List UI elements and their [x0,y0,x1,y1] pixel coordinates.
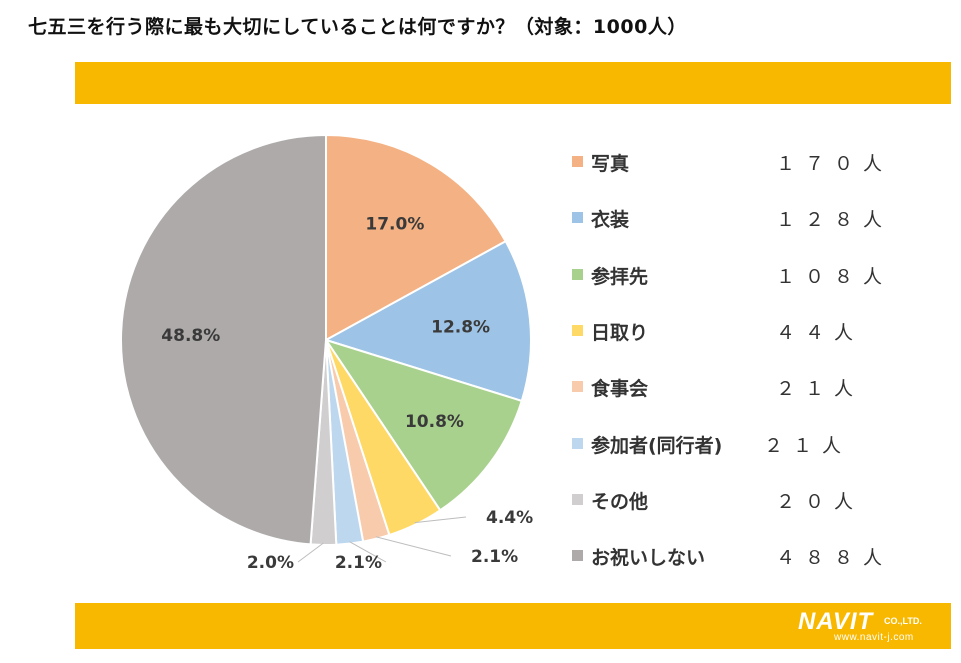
legend-label: 写真 [591,153,630,175]
legend-label: 食事会 [591,378,649,400]
legend-label: 参拝先 [591,266,649,288]
slice-percent-label: 48.8% [161,326,220,346]
slice-percent-label: 4.4% [486,508,533,528]
leader-line [414,516,467,524]
legend-item-shrine: 参拝先 １０８人 [572,260,912,290]
legend-item-attendees: 参加者(同行者) ２１人 [572,429,912,459]
legend-label: お祝いしない [591,547,706,569]
legend-count: ４８８人 [776,547,893,569]
pie-slice [323,338,523,512]
legend-count: ２１人 [764,435,852,457]
bottom-accent-band [75,603,951,649]
slice-percent-label: 10.8% [405,412,464,432]
legend-count: １７０人 [776,153,893,175]
leader-line [375,536,452,557]
slice-percent-label: 17.0% [365,215,424,235]
legend-swatch [572,212,583,223]
slice-percent-label: 12.8% [431,317,490,337]
legend-label: 参加者(同行者) [591,435,723,457]
legend-swatch [572,494,583,505]
pie-slice [323,239,532,403]
slice-percent-label: 2.1% [335,553,382,573]
brand-logo: NAVIT CO.,LTD. www.navit-j.com [798,606,948,646]
chart-title: 七五三を行う際に最も大切にしていることは何ですか？（対象：1000人） [28,16,687,38]
brand-url: www.navit-j.com [834,632,914,643]
legend-count: ２０人 [776,491,864,513]
slice-percent-label: 2.0% [247,553,294,573]
brand-suffix: CO.,LTD. [884,616,922,626]
legend-swatch [572,156,583,167]
pie-slice [325,133,508,342]
legend-swatch [572,325,583,336]
slice-percent-label: 2.1% [471,547,518,567]
legend-item-no-celebration: お祝いしない ４８８人 [572,541,912,571]
pie-slice [120,133,327,546]
legend-swatch [572,550,583,561]
legend-swatch [572,381,583,392]
legend-item-date: 日取り ４４人 [572,316,912,346]
legend-item-photo: 写真 １７０人 [572,147,912,177]
legend-count: １０８人 [776,266,893,288]
legend-item-costume: 衣装 １２８人 [572,203,912,233]
legend-count: １２８人 [776,209,893,231]
leader-line [297,542,324,563]
legend-count: ２１人 [776,378,864,400]
legend-item-other: その他 ２０人 [572,485,912,515]
leader-line [349,541,387,563]
legend-item-meal: 食事会 ２１人 [572,372,912,402]
legend-label: 衣装 [591,209,630,231]
legend-count: ４４人 [776,322,864,344]
top-accent-band [75,62,951,104]
legend-label: その他 [591,491,649,513]
legend-label: 日取り [591,322,649,344]
brand-name: NAVIT [798,608,874,635]
legend-swatch [572,269,583,280]
legend-swatch [572,438,583,449]
